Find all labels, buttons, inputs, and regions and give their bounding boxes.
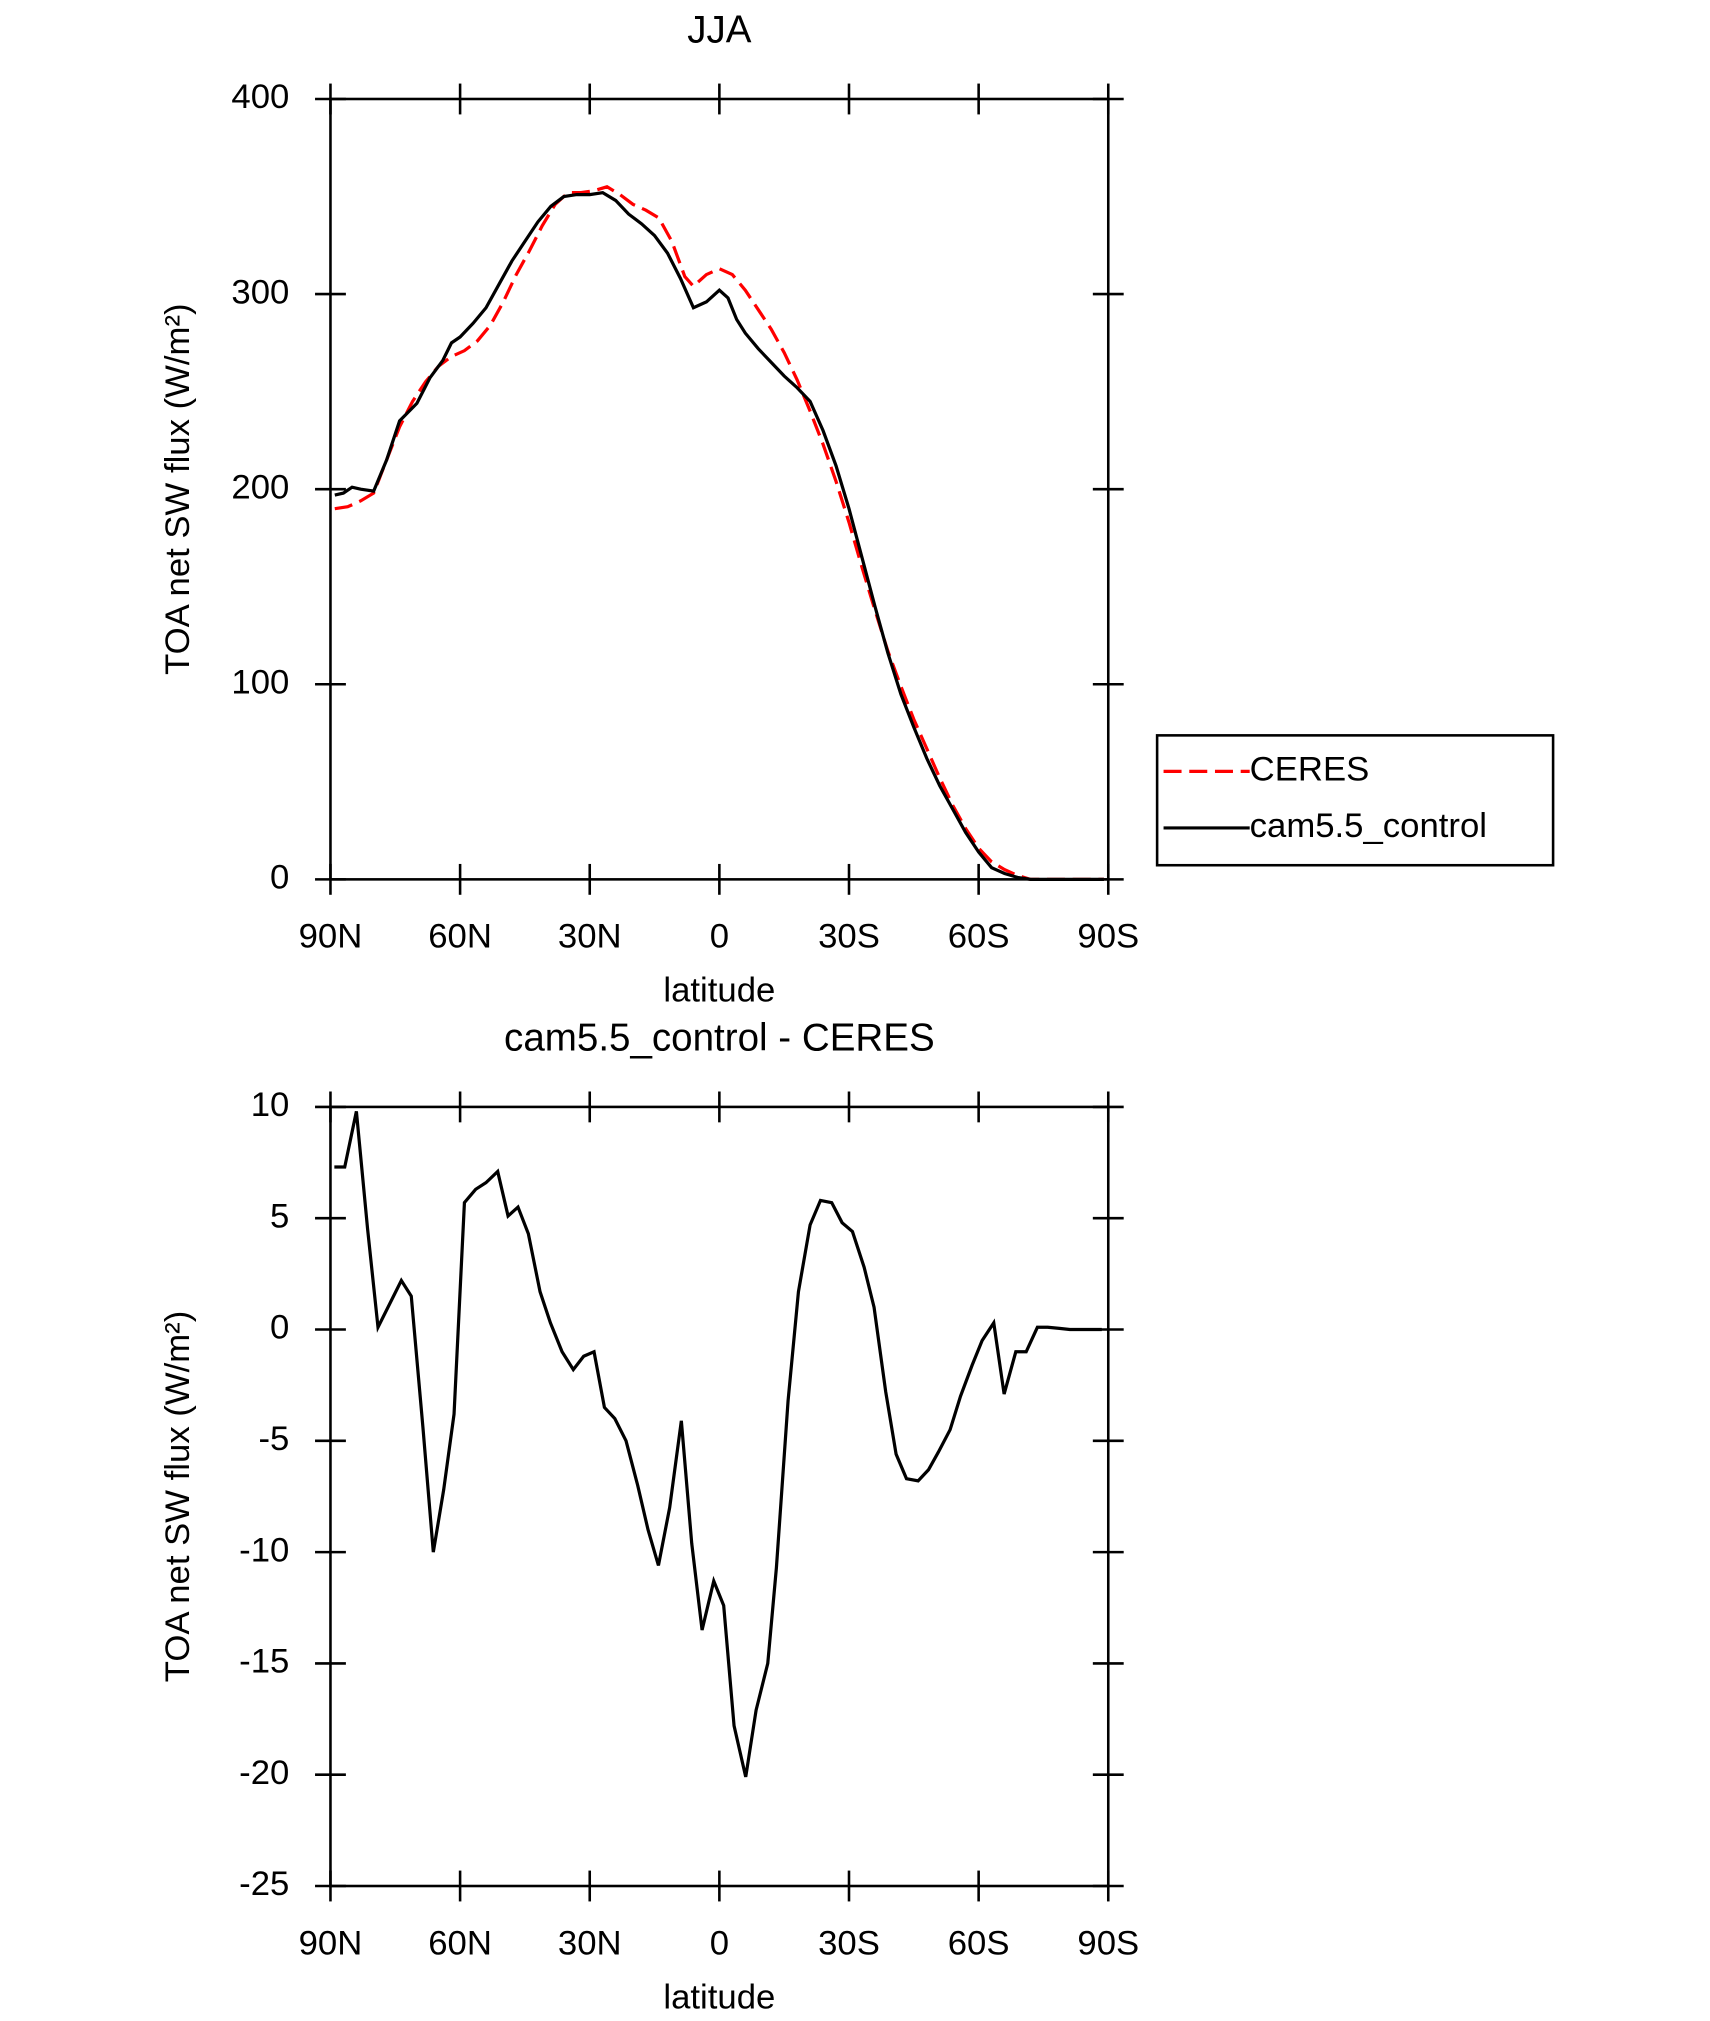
x-tick-label: 90S: [1077, 918, 1139, 956]
plot-frame: [329, 1105, 1110, 1888]
x-tick-label: 60S: [948, 1924, 1010, 1962]
chart-title: JJA: [687, 8, 752, 51]
y-tick-label: 0: [270, 1309, 289, 1347]
legend-label: cam5.5_control: [1250, 807, 1487, 845]
y-tick-label: 10: [251, 1086, 290, 1124]
x-tick-label: 90N: [299, 918, 363, 956]
x-tick-label: 30N: [558, 1924, 622, 1962]
chart-title: cam5.5_control - CERES: [504, 1016, 935, 1059]
plot-frame: [329, 97, 1110, 881]
y-tick-label: 0: [270, 859, 289, 897]
y-tick-label: -15: [239, 1643, 289, 1681]
x-tick-label: 0: [710, 918, 729, 956]
y-axis-label: TOA net SW flux (W/m²): [159, 303, 197, 674]
y-tick-label: 300: [231, 273, 289, 311]
x-tick-label: 90S: [1077, 1924, 1139, 1962]
y-tick-label: 200: [231, 468, 289, 506]
y-tick-label: -20: [239, 1754, 289, 1792]
x-tick-label: 30S: [818, 918, 880, 956]
y-tick-label: 5: [270, 1197, 289, 1235]
x-axis-label: latitude: [663, 1978, 775, 2016]
y-tick-label: 400: [231, 78, 289, 116]
x-axis-label: latitude: [663, 972, 775, 1010]
y-tick-label: -25: [239, 1865, 289, 1903]
x-tick-label: 60N: [428, 918, 492, 956]
y-tick-label: -10: [239, 1531, 289, 1569]
x-tick-label: 60N: [428, 1924, 492, 1962]
x-tick-label: 60S: [948, 918, 1010, 956]
data-line: [334, 1111, 1102, 1778]
x-tick-label: 90N: [299, 1924, 363, 1962]
x-tick-label: 30S: [818, 1924, 880, 1962]
data-line: [334, 185, 1104, 881]
y-tick-label: -5: [258, 1420, 289, 1458]
x-tick-label: 0: [710, 1924, 729, 1962]
legend-box: [1155, 734, 1555, 867]
x-tick-label: 30N: [558, 918, 622, 956]
data-line: [334, 190, 1104, 881]
y-tick-label: 100: [231, 663, 289, 701]
y-axis-label: TOA net SW flux (W/m²): [159, 1311, 197, 1682]
legend-label: CERES: [1250, 751, 1370, 789]
